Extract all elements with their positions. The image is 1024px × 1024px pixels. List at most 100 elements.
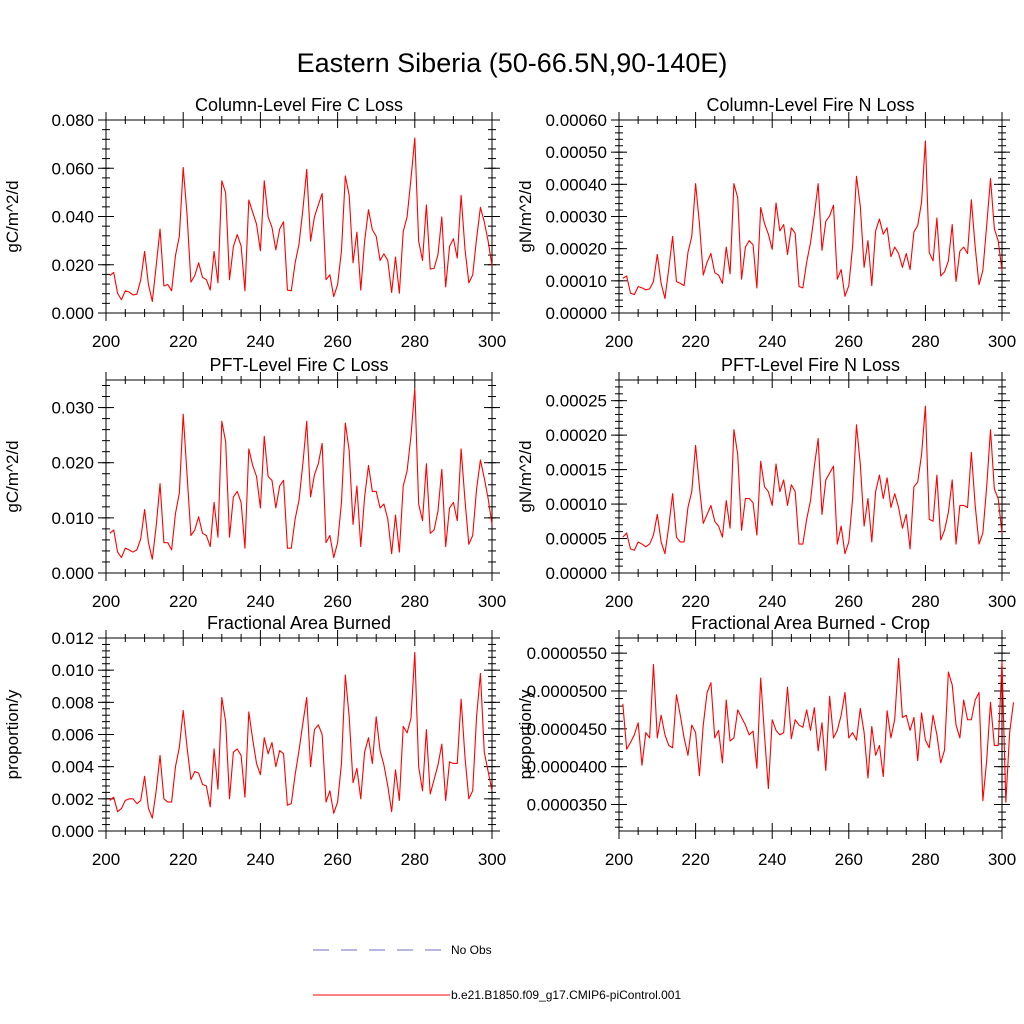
plot-frame <box>618 119 1003 314</box>
y-tick-label: 0.020 <box>51 256 94 275</box>
y-tick-label: 0.00025 <box>546 392 607 411</box>
x-tick-label: 220 <box>169 332 197 351</box>
x-tick-label: 300 <box>478 592 506 611</box>
y-tick-label: 0.006 <box>51 726 94 745</box>
figure-title: Eastern Siberia (50-66.5N,90-140E) <box>297 48 728 78</box>
chart-panel-3: PFT-Level Fire C Loss gC/m^2/d 0.000 0.010 0… <box>3 355 506 611</box>
y-tick-label: 0.00060 <box>546 111 607 130</box>
chart-title: PFT-Level Fire C Loss <box>209 355 388 375</box>
y-tick-label: 0.00040 <box>546 175 607 194</box>
chart-panel-6: Fractional Area Burned - Crop proportion/… <box>516 613 1016 869</box>
y-tick-label: 0.002 <box>51 790 94 809</box>
plot-frame <box>105 637 493 832</box>
y-tick-label: 0.00030 <box>546 208 607 227</box>
chart-panel-4: PFT-Level Fire N Loss gN/m^2/d 0.00000 0.00… <box>516 355 1016 611</box>
y-tick-label: 0.00015 <box>546 461 607 480</box>
y-tick-label: 0.00020 <box>546 240 607 259</box>
series-line-model <box>109 651 493 819</box>
y-tick-label: 0.00020 <box>546 426 607 445</box>
x-tick-label: 300 <box>988 850 1016 869</box>
series-line-model <box>109 137 493 302</box>
x-tick-label: 200 <box>605 332 633 351</box>
x-tick-label: 220 <box>169 850 197 869</box>
x-tick-label: 220 <box>681 332 709 351</box>
y-axis-label: gC/m^2/d <box>3 180 22 252</box>
chart-title: PFT-Level Fire N Loss <box>721 355 900 375</box>
plot-frame <box>618 379 1003 574</box>
x-tick-label: 260 <box>323 332 351 351</box>
y-tick-label: 0.004 <box>51 758 94 777</box>
y-axis-label: gC/m^2/d <box>3 440 22 512</box>
x-tick-label: 300 <box>478 850 506 869</box>
chart-title: Fractional Area Burned <box>207 613 391 633</box>
chart-title: Column-Level Fire C Loss <box>195 95 403 115</box>
panels: Column-Level Fire C Loss gC/m^2/d 0.000 0.0… <box>3 95 1016 869</box>
y-axis-label: proportion/y <box>516 689 535 779</box>
y-tick-label: 0.0000350 <box>527 796 607 815</box>
chart-panel-1: Column-Level Fire C Loss gC/m^2/d 0.000 0.0… <box>3 95 506 351</box>
chart-panel-2: Column-Level Fire N Loss gN/m^2/d 0.00000 0… <box>516 95 1016 351</box>
y-tick-label: 0.00005 <box>546 530 607 549</box>
x-tick-label: 260 <box>323 850 351 869</box>
y-tick-label: 0.012 <box>51 629 94 648</box>
x-tick-label: 280 <box>401 850 429 869</box>
y-tick-label: 0.000 <box>51 564 94 583</box>
x-tick-label: 240 <box>246 332 274 351</box>
x-tick-label: 260 <box>835 850 863 869</box>
y-tick-label: 0.010 <box>51 661 94 680</box>
x-tick-label: 240 <box>758 850 786 869</box>
x-tick-label: 260 <box>323 592 351 611</box>
x-tick-label: 280 <box>401 592 429 611</box>
legend-obs-label: No Obs <box>451 943 492 957</box>
x-tick-label: 300 <box>478 332 506 351</box>
x-tick-label: 280 <box>911 592 939 611</box>
x-tick-label: 260 <box>835 332 863 351</box>
y-tick-label: 0.00010 <box>546 495 607 514</box>
y-tick-label: 0.040 <box>51 208 94 227</box>
x-tick-label: 280 <box>911 850 939 869</box>
y-axis-label: gN/m^2/d <box>516 180 535 252</box>
x-tick-label: 300 <box>988 332 1016 351</box>
chart-title: Fractional Area Burned - Crop <box>691 613 930 633</box>
x-tick-label: 280 <box>911 332 939 351</box>
y-tick-label: 0.010 <box>51 509 94 528</box>
y-tick-label: 0.080 <box>51 111 94 130</box>
x-tick-label: 200 <box>92 592 120 611</box>
x-tick-label: 200 <box>92 332 120 351</box>
x-tick-label: 200 <box>605 592 633 611</box>
x-tick-label: 220 <box>681 592 709 611</box>
y-tick-label: 0.00050 <box>546 143 607 162</box>
y-tick-label: 0.00010 <box>546 272 607 291</box>
legend-model-label: b.e21.B1850.f09_g17.CMIP6-piControl.001 <box>451 988 681 1002</box>
y-tick-label: 0.00000 <box>546 304 607 323</box>
x-tick-label: 200 <box>92 850 120 869</box>
series-line-model <box>622 657 1015 803</box>
x-tick-label: 280 <box>401 332 429 351</box>
chart-title: Column-Level Fire N Loss <box>706 95 914 115</box>
chart-panel-5: Fractional Area Burned proportion/y 0.000 0… <box>3 613 506 869</box>
series-line-model <box>622 140 1003 300</box>
series-line-model <box>109 387 493 560</box>
y-tick-label: 0.0000450 <box>527 720 607 739</box>
x-tick-label: 240 <box>246 850 274 869</box>
x-tick-label: 260 <box>835 592 863 611</box>
x-tick-label: 240 <box>758 592 786 611</box>
x-tick-label: 300 <box>988 592 1016 611</box>
y-tick-label: 0.000 <box>51 304 94 323</box>
plot-frame <box>618 637 1003 832</box>
y-tick-label: 0.000 <box>51 822 94 841</box>
plot-frame <box>105 379 493 574</box>
x-tick-label: 220 <box>681 850 709 869</box>
series-line-model <box>622 405 1003 555</box>
y-axis-label: gN/m^2/d <box>516 440 535 512</box>
x-tick-label: 200 <box>605 850 633 869</box>
y-tick-label: 0.0000500 <box>527 682 607 701</box>
y-tick-label: 0.00000 <box>546 564 607 583</box>
x-tick-label: 240 <box>758 332 786 351</box>
y-tick-label: 0.020 <box>51 454 94 473</box>
x-tick-label: 220 <box>169 592 197 611</box>
x-tick-label: 240 <box>246 592 274 611</box>
y-tick-label: 0.0000400 <box>527 758 607 777</box>
y-tick-label: 0.008 <box>51 693 94 712</box>
